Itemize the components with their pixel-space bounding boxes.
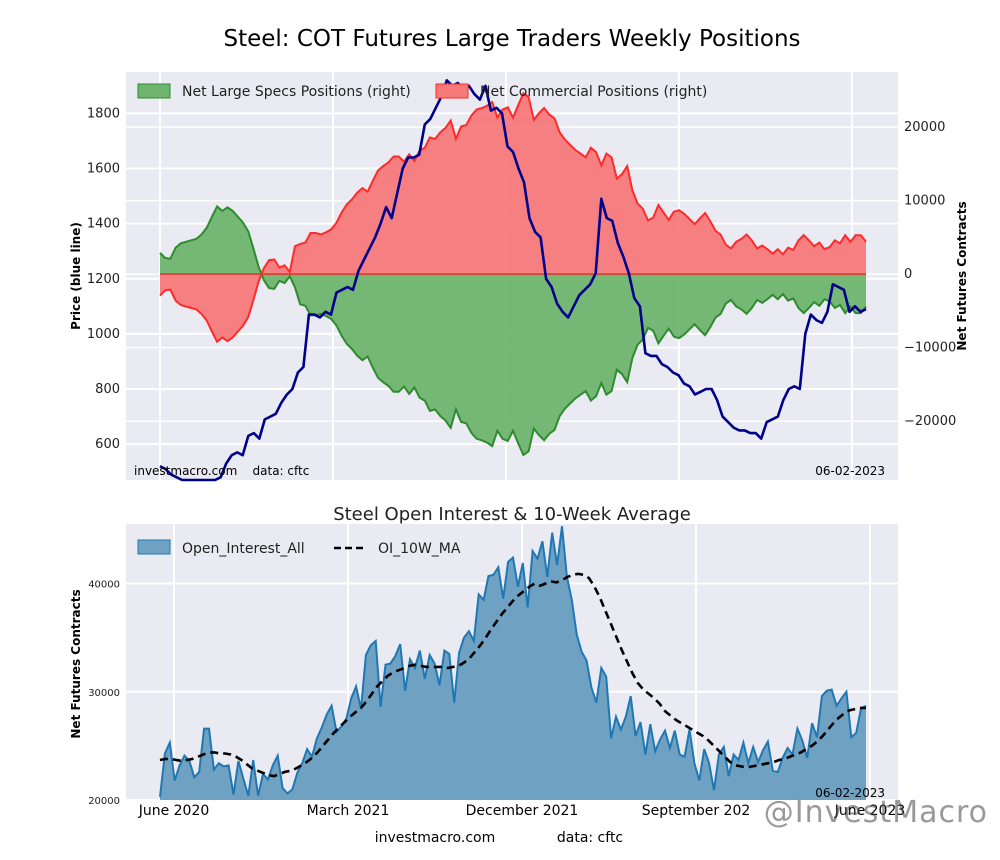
open-interest-legend: Open_Interest_All OI_10W_MA — [137, 539, 461, 557]
legend-label-open-interest: Open_Interest_All — [182, 541, 305, 557]
price-tick-label-1: 800 — [95, 382, 120, 397]
legend-label-commercial: Net Commercial Positions (right) — [480, 84, 707, 100]
commercial-line — [159, 91, 867, 344]
oi-tick-label-0: 20000 — [88, 796, 120, 807]
oi-tick-label-1: 30000 — [88, 688, 120, 699]
open-interest-date: 06-02-2023 — [815, 786, 885, 800]
positions-footer-date: 06-02-2023 — [815, 464, 885, 478]
specs-line — [159, 204, 867, 457]
open-interest-title: Steel Open Interest & 10-Week Average — [333, 504, 691, 525]
price-tick-label-0: 600 — [95, 437, 120, 452]
open-interest-panel: Steel Open Interest & 10-Week Average 20… — [69, 504, 905, 846]
contracts-tick-label-3: 10000 — [904, 194, 945, 209]
open-interest-area — [159, 526, 867, 800]
legend-swatch-open-interest — [137, 539, 171, 555]
positions-footer-source: investmacro.com data: cftc — [134, 464, 309, 478]
price-tick-label-5: 1600 — [87, 161, 120, 176]
price-tick-label-2: 1000 — [87, 327, 120, 342]
price-tick-label-4: 1400 — [87, 217, 120, 232]
legend-swatch-specs — [137, 83, 171, 99]
date-tick-label-4: June 2023 — [834, 803, 906, 819]
oi-tick-label-2: 40000 — [88, 580, 120, 591]
positions-lines — [159, 79, 867, 482]
contracts-tick-label-4: 20000 — [904, 120, 945, 135]
contracts-axis-ticks: −20000 −10000 0 10000 20000 — [904, 120, 956, 429]
open-interest-date-ticks: June 2020 March 2021 December 2021 Septembe… — [138, 803, 906, 819]
xlabel-source: investmacro.com — [375, 830, 495, 846]
specs-area — [160, 206, 866, 455]
positions-panel: 600 800 1000 1200 1400 1600 1800 −20000 −10000 0… — [69, 72, 969, 482]
legend-label-ma: OI_10W_MA — [378, 541, 461, 557]
date-tick-label-0: June 2020 — [138, 803, 210, 819]
positions-legend: Net Large Specs Positions (right) Net Co… — [137, 83, 707, 100]
watermark: @InvestMacro — [763, 795, 988, 830]
price-line — [159, 79, 867, 482]
main-title: Steel: COT Futures Large Traders Weekly … — [223, 26, 800, 52]
contracts-tick-label-2: 0 — [904, 267, 912, 282]
date-tick-label-1: March 2021 — [307, 803, 390, 819]
price-tick-label-3: 1200 — [87, 272, 120, 287]
positions-area-fills — [160, 93, 866, 455]
xlabel-data: data: cftc — [557, 830, 623, 846]
contracts-axis-label: Net Futures Contracts — [955, 201, 969, 350]
commercial-area — [160, 93, 866, 342]
open-interest-axis-ticks: 20000 30000 40000 — [88, 580, 120, 807]
legend-swatch-commercial — [435, 83, 469, 99]
ma-line — [159, 572, 866, 778]
open-interest-line — [159, 526, 867, 797]
price-axis-ticks: 600 800 1000 1200 1400 1600 1800 — [87, 106, 120, 452]
date-tick-label-2: December 2021 — [466, 803, 579, 819]
legend-label-specs: Net Large Specs Positions (right) — [182, 84, 411, 100]
date-tick-label-3: September 202 — [642, 803, 751, 819]
price-axis-label: Price (blue line) — [69, 222, 83, 330]
open-interest-ylabel: Net Futures Contracts — [69, 589, 83, 738]
price-tick-label-6: 1800 — [87, 106, 120, 121]
contracts-tick-label-0: −20000 — [904, 414, 956, 429]
contracts-tick-label-1: −10000 — [904, 341, 956, 356]
